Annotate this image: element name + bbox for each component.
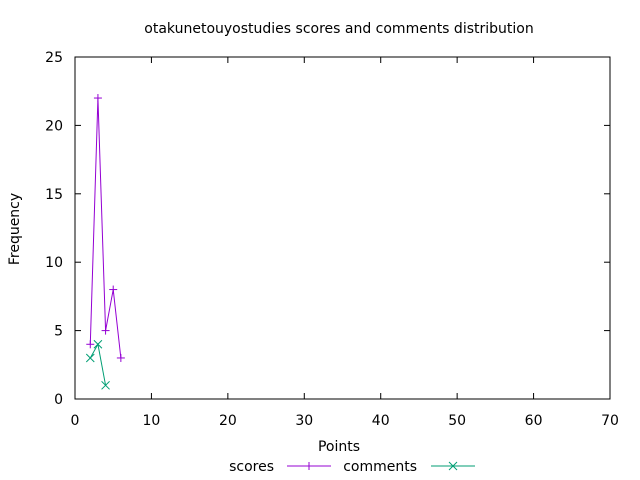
x-tick-label: 60 [525, 413, 543, 429]
x-tick-label: 50 [448, 413, 466, 429]
y-axis-label: Frequency [7, 193, 23, 265]
y-tick-label: 5 [54, 324, 63, 340]
plot-series [85, 94, 125, 390]
y-tick-labels: 0 5 10 15 20 25 [45, 50, 63, 408]
scores-data-point [86, 340, 95, 349]
scores-data-point [101, 326, 110, 335]
x-tick-label: 0 [71, 413, 80, 429]
x-tick-label: 30 [295, 413, 313, 429]
legend-marker-scores [305, 462, 313, 470]
x-tick-labels: 0 10 20 30 40 50 60 70 [71, 413, 619, 429]
x-tick-label: 40 [372, 413, 390, 429]
chart-title: otakunetouyostudies scores and comments … [144, 21, 533, 37]
scores-data-point [109, 285, 118, 294]
comments-series-line [89, 342, 107, 386]
legend-label-comments: comments [343, 459, 417, 475]
legend-marker-comments [448, 461, 458, 471]
x-tick-label: 10 [143, 413, 161, 429]
y-tick-label: 20 [45, 118, 63, 134]
comments-data-point [93, 339, 103, 349]
axis-ticks [74, 56, 611, 400]
y-tick-label: 10 [45, 255, 63, 271]
scores-series-line [89, 98, 122, 359]
x-axis-label: Points [318, 439, 360, 455]
x-tick-label: 20 [219, 413, 237, 429]
x-tick-label: 70 [601, 413, 619, 429]
plot-frame [74, 56, 611, 400]
y-tick-label: 15 [45, 187, 63, 203]
comments-data-point [85, 353, 95, 363]
scores-data-point [93, 94, 102, 103]
y-tick-label: 25 [45, 50, 63, 66]
legend-label-scores: scores [229, 459, 274, 475]
legend: scores comments [229, 459, 475, 475]
comments-data-point [101, 380, 110, 390]
y-tick-label: 0 [54, 392, 63, 408]
scores-data-point [116, 353, 125, 362]
